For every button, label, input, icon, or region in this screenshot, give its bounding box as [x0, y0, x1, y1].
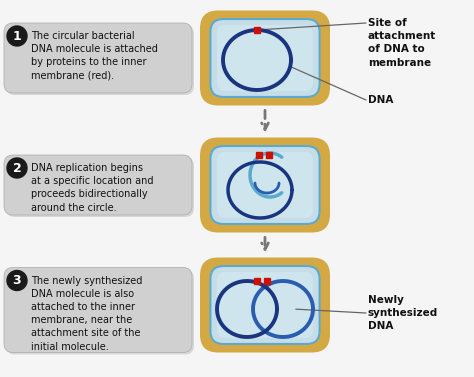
FancyBboxPatch shape: [210, 266, 319, 344]
FancyBboxPatch shape: [4, 155, 192, 215]
Text: Newly
synthesized
DNA: Newly synthesized DNA: [368, 295, 438, 331]
Text: 1: 1: [13, 29, 21, 43]
FancyBboxPatch shape: [6, 25, 194, 95]
Text: DNA: DNA: [368, 95, 393, 105]
Circle shape: [7, 158, 27, 178]
Circle shape: [7, 26, 27, 46]
Text: The newly synthesized
DNA molecule is also
attached to the inner
membrane, near : The newly synthesized DNA molecule is al…: [31, 276, 142, 351]
FancyBboxPatch shape: [4, 268, 192, 352]
Text: 2: 2: [13, 161, 21, 175]
FancyBboxPatch shape: [200, 257, 330, 352]
FancyBboxPatch shape: [217, 25, 313, 91]
Text: The circular bacterial
DNA molecule is attached
by proteins to the inner
membran: The circular bacterial DNA molecule is a…: [31, 31, 158, 81]
FancyBboxPatch shape: [4, 23, 192, 93]
FancyBboxPatch shape: [210, 19, 319, 97]
Text: 3: 3: [13, 274, 21, 287]
Circle shape: [7, 271, 27, 291]
FancyBboxPatch shape: [217, 272, 313, 338]
FancyBboxPatch shape: [200, 138, 330, 233]
FancyBboxPatch shape: [6, 157, 194, 217]
FancyBboxPatch shape: [200, 11, 330, 106]
FancyBboxPatch shape: [217, 152, 313, 218]
FancyBboxPatch shape: [6, 270, 194, 354]
Text: DNA replication begins
at a specific location and
proceeds bidirectionally
aroun: DNA replication begins at a specific loc…: [31, 163, 154, 213]
Text: Site of
attachment
of DNA to
membrane: Site of attachment of DNA to membrane: [368, 18, 436, 67]
FancyBboxPatch shape: [210, 146, 319, 224]
